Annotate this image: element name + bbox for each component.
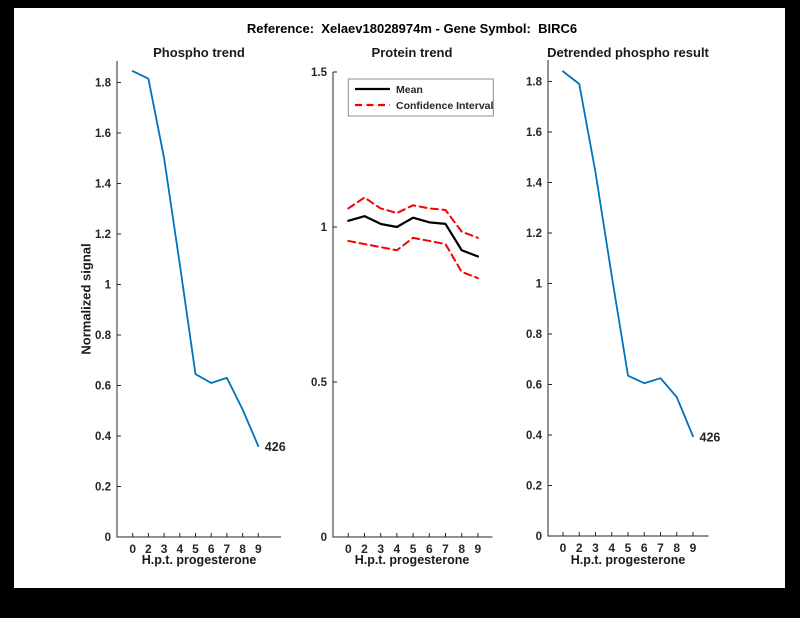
y-tick-label: 0.6: [95, 380, 111, 392]
x-tick-label: 2: [576, 541, 583, 555]
endpoint-annotation: 426: [265, 440, 286, 454]
y-tick-label: 1: [536, 278, 543, 290]
x-tick-label: 3: [161, 542, 168, 556]
detrended-phospho-title: Detrended phospho result: [547, 45, 709, 60]
x-tick-label: 8: [239, 542, 246, 556]
y-tick-label: 1.6: [526, 127, 542, 139]
y-tick-label: 0: [105, 532, 111, 544]
y-tick-label: 0.2: [95, 481, 111, 493]
ci-lower-line: [347, 236, 479, 280]
y-tick-label: 0: [321, 532, 327, 544]
protein-trend-title: Protein trend: [371, 45, 453, 60]
x-tick-label: 4: [176, 542, 183, 556]
y-tick-label: 0.5: [311, 377, 328, 389]
x-tick-label: 3: [377, 542, 384, 556]
mean-line: [347, 215, 479, 258]
y-tick-label: 0.8: [95, 330, 112, 342]
x-tick-label: 7: [442, 542, 449, 556]
y-tick-label: 0.4: [526, 430, 543, 442]
figure-title: Reference: Xelaev18028974m - Gene Symbol…: [246, 21, 578, 36]
x-tick-label: 6: [208, 542, 215, 556]
legend-label: Confidence Interval: [396, 100, 494, 112]
axis-line: [116, 61, 281, 538]
axis-line: [547, 60, 709, 537]
x-axis-label-3: H.p.t. progesterone: [570, 553, 686, 567]
y-tick-label: 0.6: [526, 379, 542, 391]
x-tick-label: 3: [592, 541, 599, 555]
y-tick-label: 0: [536, 531, 542, 543]
y-tick-label: 1.2: [95, 229, 111, 241]
phospho-line: [131, 70, 260, 447]
x-tick-label: 6: [641, 541, 648, 555]
y-tick-label: 1.8: [95, 77, 112, 89]
legend-box: [347, 78, 494, 117]
x-tick-label: 5: [625, 541, 632, 555]
x-tick-label: 5: [192, 542, 199, 556]
x-tick-label: 9: [475, 542, 482, 556]
x-tick-label: 4: [608, 541, 615, 555]
x-tick-label: 7: [657, 541, 664, 555]
y-tick-label: 0.8: [526, 329, 543, 341]
x-tick-label: 2: [145, 542, 152, 556]
y-tick-label: 1.5: [311, 67, 328, 79]
endpoint-annotation: 426: [700, 430, 721, 444]
y-tick-label: 1: [321, 222, 328, 234]
x-tick-label: 0: [129, 542, 136, 556]
phospho-trend-title: Phospho trend: [153, 45, 245, 60]
y-tick-label: 1.8: [526, 76, 543, 88]
detrended-phospho-line: [562, 70, 694, 438]
x-tick-label: 7: [224, 542, 231, 556]
x-tick-label: 9: [255, 542, 262, 556]
x-tick-label: 9: [690, 541, 697, 555]
y-tick-label: 1.6: [95, 128, 111, 140]
axis-line: [332, 72, 493, 538]
y-tick-label: 1.2: [526, 228, 542, 240]
ci-upper-line: [347, 196, 479, 239]
y-tick-label: 0.4: [95, 431, 112, 443]
legend-label: Mean: [396, 84, 423, 96]
y-tick-label: 1.4: [526, 177, 543, 189]
x-tick-label: 2: [361, 542, 368, 556]
x-tick-label: 8: [673, 541, 680, 555]
x-tick-label: 0: [345, 542, 352, 556]
x-tick-label: 6: [426, 542, 433, 556]
x-tick-label: 4: [394, 542, 401, 556]
x-tick-label: 0: [560, 541, 567, 555]
x-tick-label: 8: [458, 542, 465, 556]
y-tick-label: 1: [105, 279, 112, 291]
x-axis-label-1: H.p.t. progesterone: [141, 553, 257, 567]
y-tick-label: 1.4: [95, 178, 112, 190]
y-tick-label: 0.2: [526, 480, 542, 492]
x-axis-label-2: H.p.t. progesterone: [354, 553, 470, 567]
x-tick-label: 5: [410, 542, 417, 556]
